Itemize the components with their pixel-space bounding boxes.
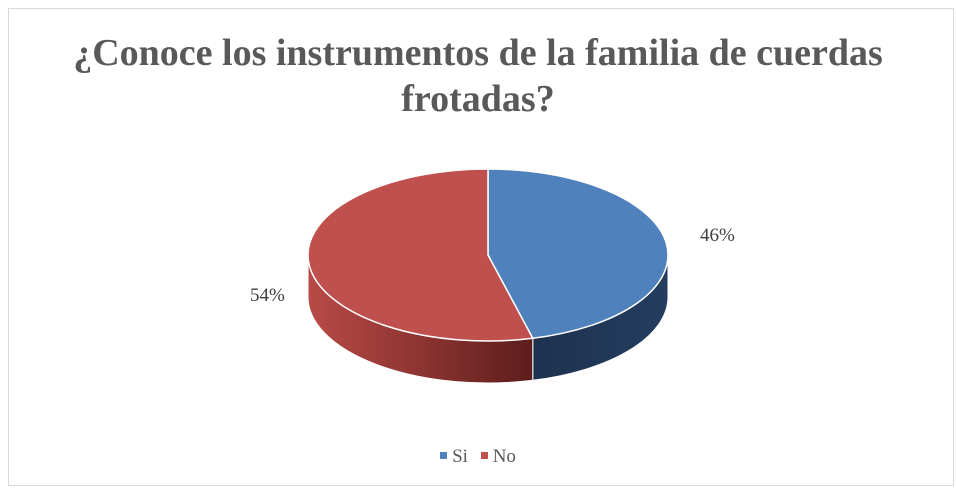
- legend-label-no: No: [492, 446, 516, 467]
- chart-title-line-2: frotadas?: [401, 78, 555, 120]
- legend-swatch-si: [440, 452, 448, 460]
- chart-title-line-1: ¿Conoce los instrumentos de la familia d…: [73, 32, 883, 74]
- chart-title: ¿Conoce los instrumentos de la familia d…: [0, 30, 956, 122]
- legend-item-si: Si: [440, 446, 468, 468]
- data-label-si: 46%: [700, 225, 735, 246]
- legend: Si No: [0, 446, 956, 468]
- pie-slice-si: [487, 168, 669, 340]
- legend-label-si: Si: [452, 446, 468, 467]
- legend-swatch-no: [480, 452, 488, 460]
- data-label-no: 54%: [250, 285, 285, 306]
- legend-item-no: No: [480, 446, 516, 468]
- pie-slice-no: [307, 168, 534, 342]
